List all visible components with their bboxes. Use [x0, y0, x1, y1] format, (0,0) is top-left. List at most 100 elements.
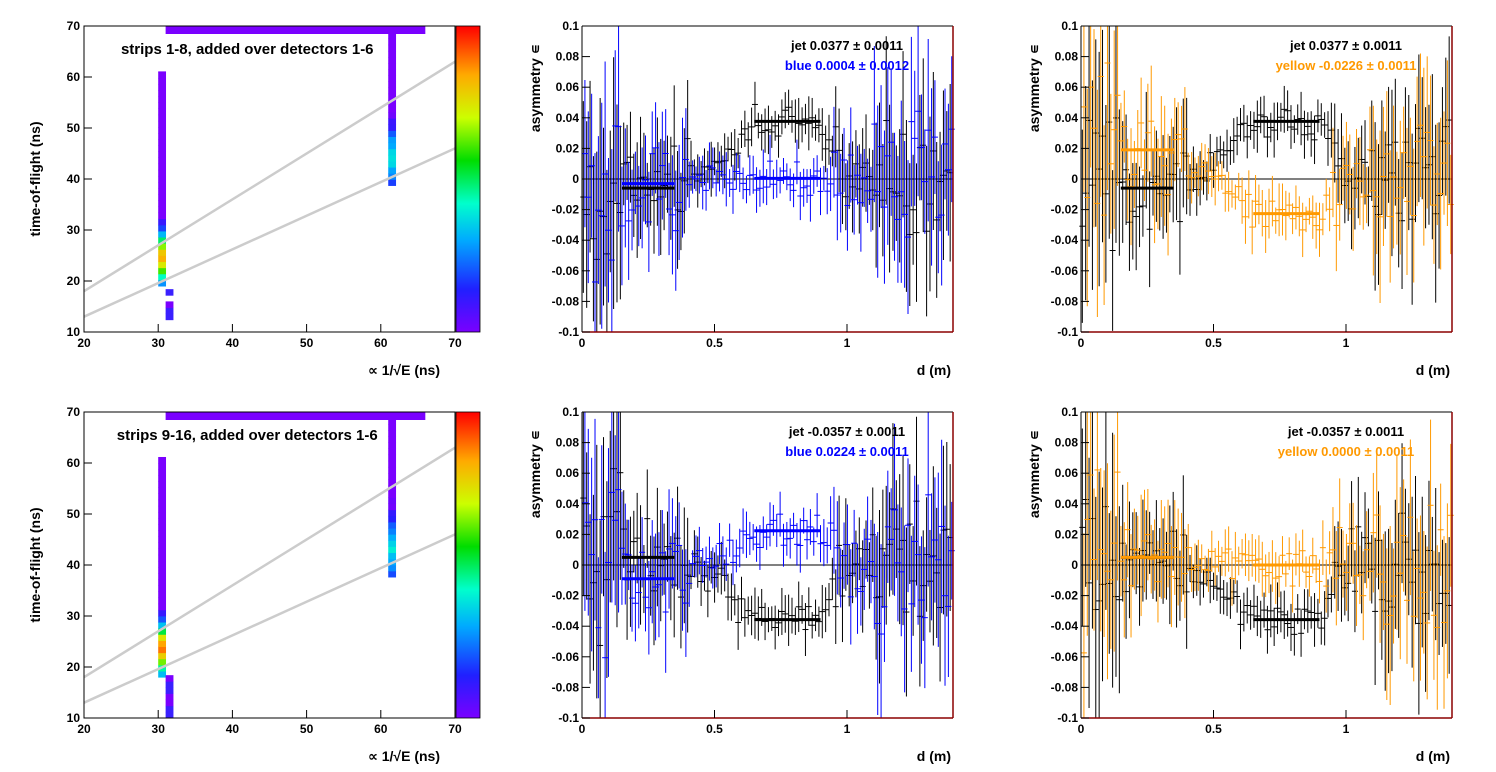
heatmap-cell [158, 102, 167, 110]
y-tick-label: 0.1 [1061, 405, 1078, 419]
y-tick-label: 0.04 [1055, 111, 1079, 125]
legend-entry-2: blue 0.0224 ± 0.0011 [785, 444, 909, 459]
y-tick-label: 0.02 [1055, 141, 1079, 155]
legend-entry-2: blue 0.0004 ± 0.0012 [785, 58, 909, 73]
heatmap-cell [388, 124, 397, 131]
heatmap-cell [388, 179, 397, 186]
heatmap-cell [388, 491, 397, 498]
x-tick-label: 30 [152, 722, 166, 736]
heatmap-cell [158, 151, 167, 158]
heatmap-cell [388, 473, 397, 480]
heatmap-cell [165, 687, 174, 694]
y-tick-label: 60 [67, 456, 81, 470]
heatmap-cell [158, 554, 167, 562]
y-tick-label: 0.06 [1055, 466, 1079, 480]
heatmap-cell [388, 424, 397, 431]
y-tick-label: -0.06 [552, 264, 580, 278]
heatmap-cell [158, 126, 167, 134]
heatmap-cell [158, 71, 167, 73]
y-tick-label: 0.08 [1055, 436, 1079, 450]
heatmap-cell [158, 175, 167, 183]
y-axis-label: asymmetry ∊ [527, 430, 543, 518]
heatmap-cell [158, 530, 167, 537]
heatmap-cell [158, 475, 167, 482]
asymmetry-panel-top-right: 0 0.5 1 -0.1 -0.08 -0.06 -0.04 -0.02 0 0.02 0.04 0.… [1026, 19, 1454, 378]
heatmap-cell [388, 546, 397, 553]
x-axis-label: d (m) [1416, 748, 1450, 764]
heatmap-cell [388, 509, 397, 517]
y-tick-label: -0.08 [1051, 680, 1079, 694]
heatmap-cell [388, 44, 397, 52]
y-tick-label: -0.04 [552, 233, 580, 247]
x-tick-label: 20 [77, 336, 91, 350]
heatmap-cell [158, 597, 167, 605]
x-tick-label: 70 [448, 336, 462, 350]
heatmap-cell [158, 255, 167, 263]
heatmap-cell [158, 273, 167, 281]
x-tick-label: 20 [77, 722, 91, 736]
heatmap-cell [158, 609, 167, 617]
heatmap-cell [388, 552, 397, 560]
y-axis-label: asymmetry ∊ [1026, 44, 1042, 132]
x-tick-label: 1 [844, 336, 851, 350]
heatmap-cell [158, 108, 167, 116]
x-tick-label: 0 [1078, 722, 1085, 736]
heatmap-cell [388, 50, 397, 58]
y-tick-label: -0.04 [1051, 619, 1079, 633]
asymmetry-panel-top-middle: 0 0.5 1 -0.1 -0.08 -0.06 -0.04 -0.02 0 0.02 0.04 0.… [527, 19, 955, 378]
heatmap-cell [158, 243, 167, 250]
heatmap-cell [388, 479, 397, 486]
heatmap-cell [388, 142, 397, 150]
heatmap-cell [158, 139, 167, 146]
heatmap-cell [158, 505, 167, 513]
heatmap-cell [388, 32, 397, 40]
cut-line-1 [83, 60, 456, 293]
y-tick-label: -0.06 [552, 650, 580, 664]
heatmap-cell [388, 460, 397, 468]
y-tick-label: -0.04 [1051, 233, 1079, 247]
heatmap-cell [158, 249, 167, 256]
heatmap-cell [158, 579, 167, 586]
heatmap-cell [158, 218, 167, 226]
y-tick-label: -0.06 [1051, 264, 1079, 278]
y-tick-label: 30 [67, 609, 81, 623]
x-tick-label: 0.5 [706, 336, 723, 350]
heatmap-cell [165, 675, 174, 682]
heatmap-cell [158, 157, 167, 165]
x-tick-label: 0 [579, 336, 586, 350]
heatmap-cell [388, 528, 397, 535]
heatmap-title: strips 1-8, added over detectors 1-6 [121, 41, 374, 58]
heatmap-cell [388, 570, 397, 578]
x-axis-label: ∝ 1/√E (ns) [368, 748, 440, 764]
heatmap-cell [388, 105, 397, 113]
y-tick-label: -0.08 [552, 680, 580, 694]
y-tick-label: 0.02 [556, 527, 580, 541]
x-tick-label: 60 [374, 722, 388, 736]
y-tick-label: 60 [67, 70, 81, 84]
heatmap-title: strips 9-16, added over detectors 1-6 [117, 427, 378, 444]
cut-line-2 [83, 533, 456, 704]
y-tick-label: -0.04 [552, 619, 580, 633]
y-tick-label: 10 [67, 325, 81, 339]
heatmap-cell [388, 417, 397, 425]
heatmap-cell [158, 96, 167, 103]
y-tick-label: 0.08 [556, 436, 580, 450]
legend-entry-1: jet 0.0377 ± 0.0011 [790, 38, 903, 53]
heatmap-cell [388, 57, 397, 64]
heatmap-cell [158, 463, 167, 470]
heatmap-cell [158, 634, 167, 641]
y-tick-label: -0.1 [1057, 711, 1078, 725]
x-tick-label: 0 [579, 722, 586, 736]
y-tick-label: -0.02 [1051, 203, 1079, 217]
heatmap-cell [158, 524, 167, 531]
heatmap-cell [158, 548, 167, 556]
heatmap-cell [158, 622, 167, 629]
y-tick-label: -0.02 [1051, 589, 1079, 603]
x-tick-label: 40 [226, 336, 240, 350]
heatmap-cell [388, 454, 397, 462]
y-tick-label: 0 [1071, 558, 1078, 572]
y-tick-label: 0.08 [556, 50, 580, 64]
heatmap-cell [158, 603, 167, 611]
heatmap-cell [158, 591, 167, 599]
heatmap-cell [388, 534, 397, 541]
